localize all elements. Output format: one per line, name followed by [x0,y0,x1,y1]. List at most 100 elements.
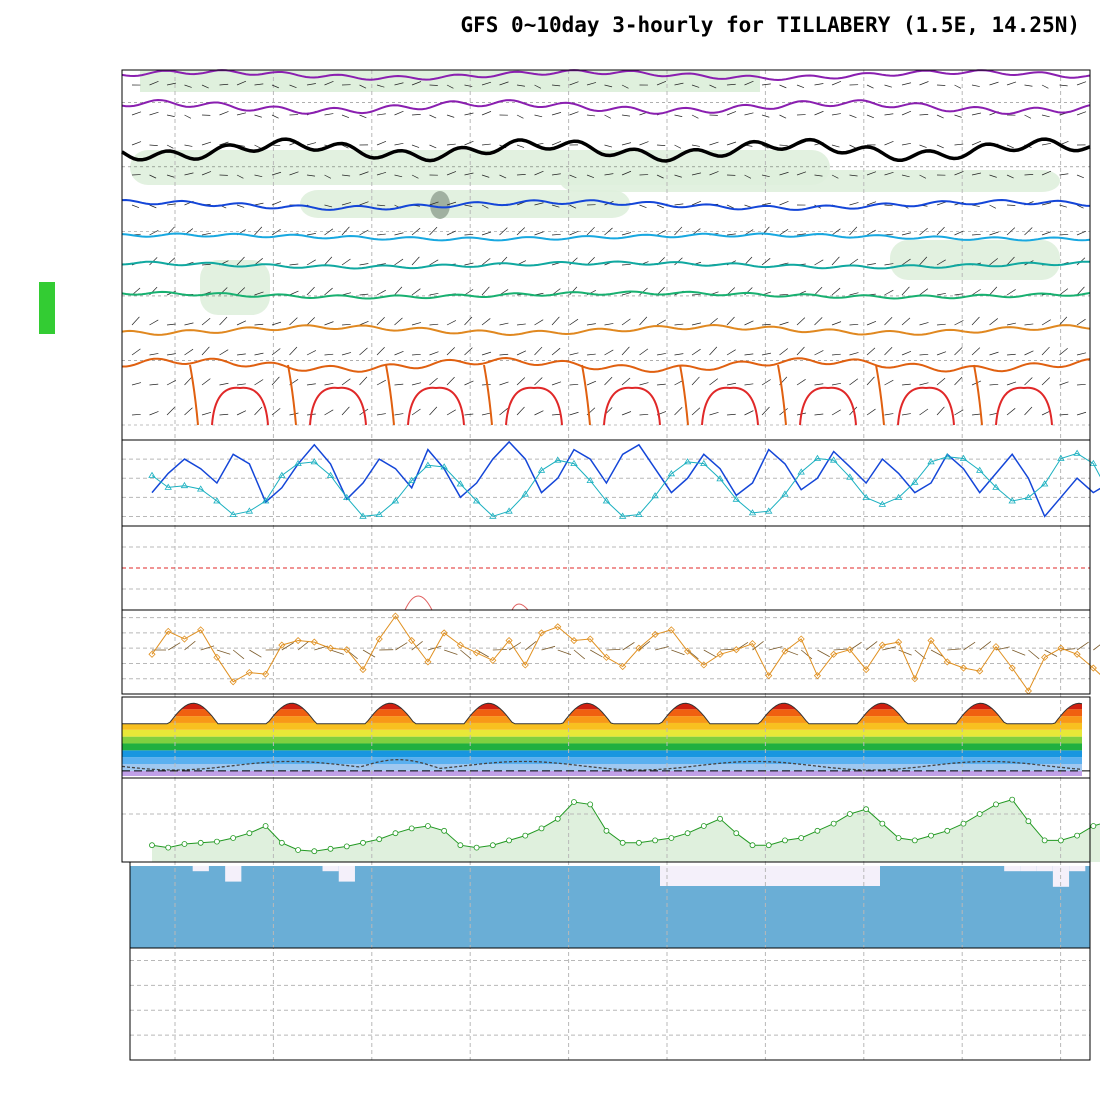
lifted-index-line [511,603,529,611]
thickness-point [894,493,903,500]
upper-wind-barb [376,140,387,146]
upper-wind-barb [219,83,229,86]
upper-wind-barb [639,348,649,356]
upper-wind-barb [884,289,894,296]
upper-wind-barb [621,170,632,176]
surface-wind-barb [557,649,572,656]
temp-color-band [122,736,1082,744]
upper-wind-barb [324,228,334,236]
cloud-clear-gap [322,866,339,872]
upper-wind-barb [534,231,544,236]
upper-wind-barb [971,84,980,87]
upper-wind-barb [779,114,787,119]
surface-wind-barb [752,641,764,651]
upper-wind-barb [989,81,999,86]
rh-point [489,842,496,849]
upper-wind-barb [411,322,422,326]
upper-wind-barb [131,204,140,208]
isotherm-purple [121,98,1091,115]
upper-wind-barb [866,114,874,119]
wind-speed-point [570,636,578,645]
upper-wind-barb [1059,381,1069,386]
upper-wind-barb [726,233,736,236]
upper-wind-barb [1006,353,1016,356]
upper-wind-barb [569,204,577,209]
wind-speed-point [943,658,951,666]
upper-wind-barb [884,316,893,326]
upper-wind-barb [149,144,158,147]
wind-speed-line [151,615,1100,692]
upper-wind-barb [271,321,282,326]
upper-wind-barb [359,84,367,89]
upper-wind-barb [306,233,316,236]
surface-wind-barb [1060,648,1075,651]
upper-wind-barb [184,322,194,326]
upper-wind-barb [149,204,157,209]
upper-wind-barb [901,317,911,326]
isotherm-red-arch [799,386,857,426]
upper-wind-barb [796,379,806,386]
upper-wind-barb [814,317,823,326]
upper-wind-barb [691,376,700,386]
upper-wind-barb [1041,142,1051,146]
upper-wind-barb [201,346,210,356]
upper-wind-barb [744,353,754,356]
upper-wind-barb [989,174,997,178]
upper-wind-barb [936,201,947,206]
rh-point [846,811,853,817]
surface-wind-barb [216,649,231,655]
rh-point [327,845,334,852]
rh-point [911,837,918,844]
upper-wind-barb [184,144,193,147]
upper-wind-barb [516,377,526,386]
upper-wind-barb [656,319,666,326]
upper-wind-barb [236,353,246,356]
upper-wind-barb [849,292,859,296]
upper-wind-barb [254,174,263,178]
upper-wind-barb [359,201,369,206]
isotherm-orange-drop [679,364,689,426]
upper-wind-barb [1076,230,1087,236]
thickness-point [797,468,805,475]
upper-wind-barb [149,411,159,416]
surface-wind-barb [1076,641,1089,651]
thickness-point [1024,493,1033,500]
thickness-point [862,493,870,500]
upper-wind-barb [324,80,334,86]
upper-wind-barb [306,383,316,386]
upper-wind-barb [761,406,770,416]
upper-wind-barb [534,170,544,176]
upper-wind-barb [394,110,404,116]
upper-wind-barb [901,413,911,416]
upper-wind-barb [359,293,369,296]
upper-wind-barb [989,286,998,296]
thickness-point [456,480,465,487]
upper-wind-barb [919,81,929,86]
upper-wind-barb [656,81,667,86]
thickness-point [927,458,935,465]
upper-wind-barb [971,233,981,236]
wind-speed-point [959,664,968,672]
upper-wind-barb [954,409,964,416]
thickness-point [489,512,497,519]
upper-wind-barb [534,377,543,386]
upper-wind-barb [166,82,177,86]
cloud-cover-fill [130,866,1090,948]
upper-wind-barb [849,378,859,386]
rh-point [830,820,837,827]
upper-wind-barb [814,350,824,356]
upper-wind-barb [796,346,805,356]
upper-wind-barb [936,114,944,119]
thickness-point [667,470,676,477]
upper-wind-barb [919,353,929,356]
thickness-point [245,507,254,514]
panel-precip [129,947,1091,1061]
upper-wind-barb [866,321,877,326]
upper-wind-barb [306,317,315,326]
upper-wind-barb [429,226,438,236]
wind-speed-point [716,650,724,658]
upper-wind-barb [919,322,929,326]
thickness-point [943,453,951,460]
wind-speed-point [489,656,497,664]
upper-wind-barb [919,256,928,266]
